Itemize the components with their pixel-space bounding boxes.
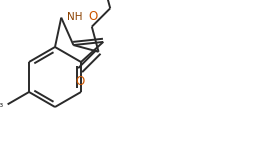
Text: O: O bbox=[88, 10, 98, 23]
Text: O: O bbox=[76, 75, 85, 88]
Text: NH: NH bbox=[67, 12, 83, 22]
Text: CH₃: CH₃ bbox=[0, 99, 4, 109]
